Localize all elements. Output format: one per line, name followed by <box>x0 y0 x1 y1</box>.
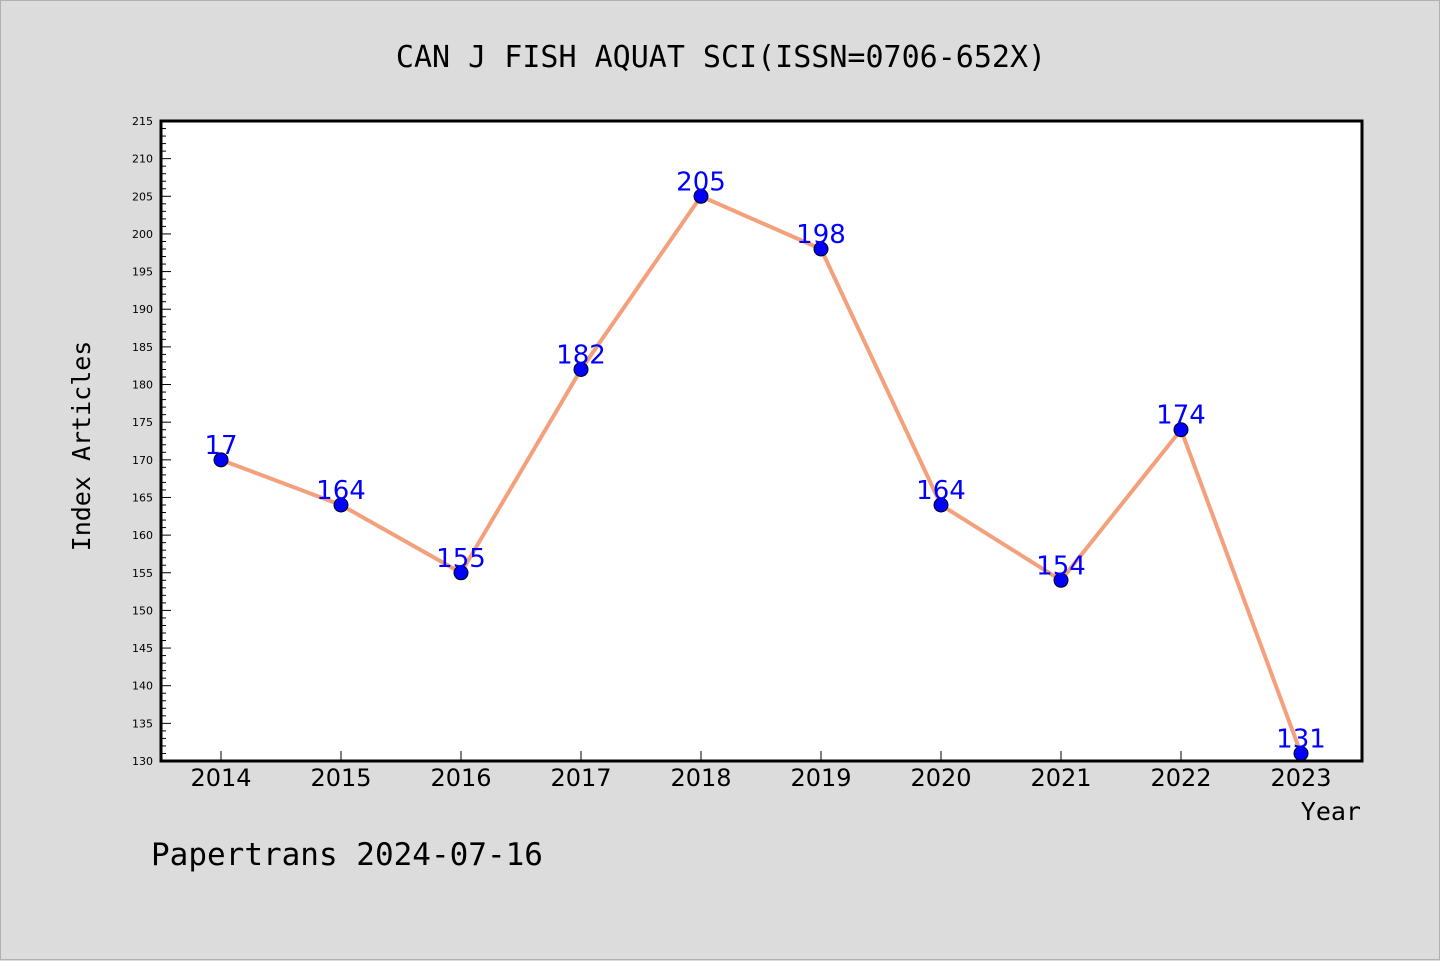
x-tick-label: 2015 <box>310 764 371 792</box>
y-tick-label: 160 <box>132 529 153 542</box>
data-point <box>693 188 709 204</box>
series-line <box>220 194 1303 755</box>
x-tick-label: 2021 <box>1030 764 1091 792</box>
x-tick-label: 2014 <box>190 764 251 792</box>
y-tick-label: 180 <box>132 379 153 392</box>
y-tick-label: 135 <box>132 717 153 730</box>
y-tick-label: 165 <box>132 491 153 504</box>
data-label: 154 <box>1036 551 1086 581</box>
x-tick-label: 2020 <box>910 764 971 792</box>
y-tick-label: 175 <box>132 416 153 429</box>
plot-frame <box>159 119 1364 763</box>
plot-area <box>161 121 1362 761</box>
x-tick-label: 2019 <box>790 764 851 792</box>
x-tick-label: 2016 <box>430 764 491 792</box>
data-label: 164 <box>916 476 966 506</box>
data-label: 155 <box>436 544 486 574</box>
y-tick-label: 210 <box>132 153 153 166</box>
y-tick-label: 200 <box>132 228 153 241</box>
data-label: 205 <box>676 167 726 197</box>
footer-text: Papertrans 2024-07-16 <box>151 837 543 873</box>
y-tick-label: 190 <box>132 303 153 316</box>
y-tick-label: 150 <box>132 604 153 617</box>
y-tick-label: 170 <box>132 454 153 467</box>
x-tick-label: 2023 <box>1270 764 1331 792</box>
series-layer: 17 164 155 182 205 198 164 154 174 131 <box>204 167 1326 761</box>
y-tick-label: 195 <box>132 266 153 279</box>
y-tick-label: 185 <box>132 341 153 354</box>
data-point <box>1053 572 1069 588</box>
y-tick-label: 130 <box>132 755 153 768</box>
data-point <box>333 497 349 513</box>
data-label: 131 <box>1276 724 1326 754</box>
data-point <box>933 497 949 513</box>
y-tick-label: 205 <box>132 190 153 203</box>
x-axis: 2014 2015 2016 2017 2018 2019 2020 2021 2022 2023 <box>190 751 1332 792</box>
x-axis-title: Year <box>1301 797 1361 826</box>
data-label: 198 <box>796 220 846 250</box>
data-label: 164 <box>316 476 366 506</box>
data-point <box>813 241 829 257</box>
x-tick-label: 2018 <box>670 764 731 792</box>
data-label: 17 <box>204 431 237 461</box>
y-axis-title: Index Articles <box>67 341 96 552</box>
x-tick-label: 2022 <box>1150 764 1211 792</box>
data-label: 174 <box>1156 401 1206 431</box>
data-point <box>213 452 229 468</box>
y-tick-label: 215 <box>132 115 153 128</box>
data-point <box>453 565 469 581</box>
y-tick-label: 155 <box>132 567 153 580</box>
chart-title: CAN J FISH AQUAT SCI(ISSN=0706-652X) <box>396 40 1046 75</box>
y-tick-label: 145 <box>132 642 153 655</box>
data-point <box>1173 422 1189 438</box>
y-tick-label: 140 <box>132 680 153 693</box>
data-point <box>573 361 589 377</box>
x-tick-label: 2017 <box>550 764 611 792</box>
data-label: 182 <box>556 340 606 370</box>
